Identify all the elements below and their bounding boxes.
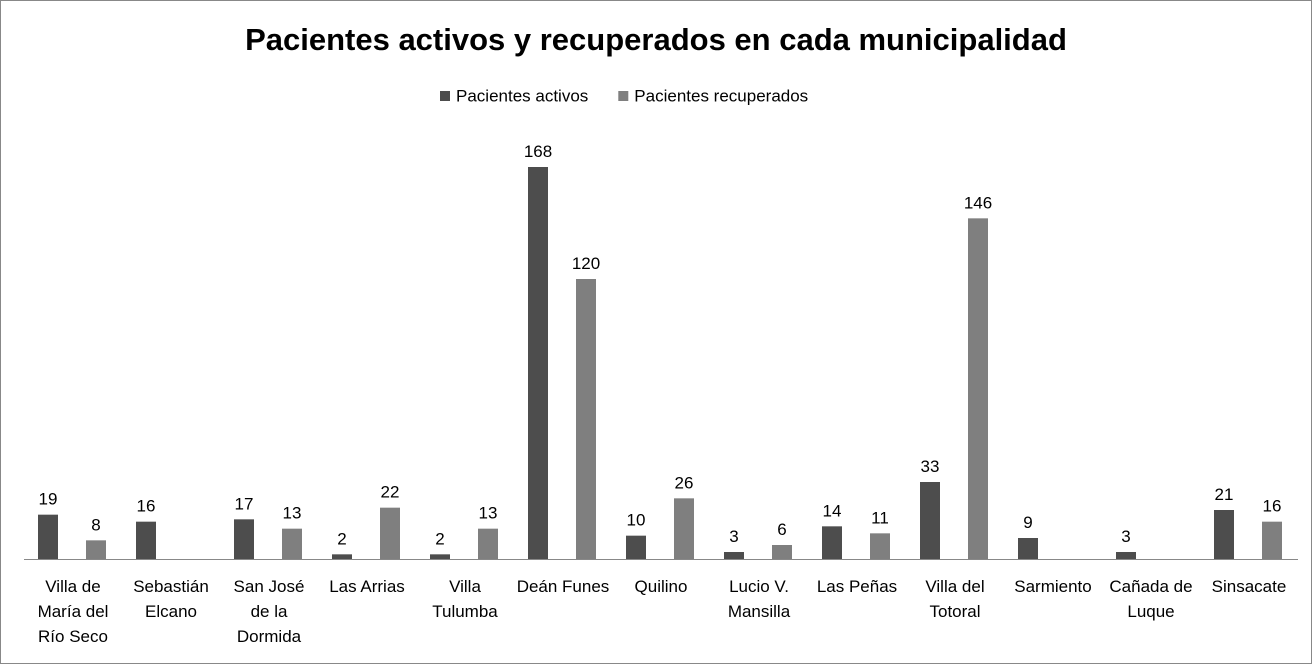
legend-swatch bbox=[440, 91, 450, 101]
data-label: 26 bbox=[675, 473, 694, 492]
bar bbox=[332, 554, 352, 559]
x-tick-label: Sinsacate bbox=[1211, 577, 1287, 596]
x-tick-label: Villa del Totoral bbox=[925, 577, 985, 621]
x-tick-label: Villa Tulumba bbox=[432, 577, 498, 621]
data-label: 11 bbox=[871, 508, 889, 527]
x-tick-label: Deán Funes bbox=[516, 577, 610, 596]
chart-title: Pacientes activos y recuperados en cada … bbox=[245, 22, 1067, 57]
data-label: 9 bbox=[1023, 513, 1032, 532]
x-tick-label: Villa de María del Río Seco bbox=[37, 577, 109, 646]
bar bbox=[1116, 552, 1136, 559]
bar bbox=[478, 528, 498, 559]
data-label: 22 bbox=[381, 483, 400, 502]
data-label: 120 bbox=[572, 254, 600, 273]
bar bbox=[870, 533, 890, 559]
bar bbox=[674, 498, 694, 559]
data-label: 14 bbox=[823, 501, 842, 520]
legend-label: Pacientes recuperados bbox=[634, 86, 808, 105]
data-label: 8 bbox=[91, 515, 100, 534]
data-label: 19 bbox=[39, 490, 58, 509]
x-tick-label: Sebastián Elcano bbox=[133, 577, 209, 621]
data-label: 2 bbox=[435, 529, 444, 548]
x-tick-label: Sarmiento bbox=[1014, 577, 1092, 596]
x-tick-label: Las Peñas bbox=[816, 577, 898, 596]
bar bbox=[380, 507, 400, 559]
bar bbox=[86, 540, 106, 559]
data-label: 13 bbox=[479, 504, 498, 523]
x-tick-label: Cañada de Luque bbox=[1109, 577, 1193, 621]
data-label: 3 bbox=[1121, 527, 1130, 546]
data-label: 16 bbox=[1263, 497, 1282, 516]
data-label: 2 bbox=[337, 529, 346, 548]
data-label: 21 bbox=[1215, 485, 1234, 504]
bar bbox=[38, 514, 58, 559]
bar bbox=[920, 482, 940, 559]
bar bbox=[430, 554, 450, 559]
data-label: 3 bbox=[729, 527, 738, 546]
bar bbox=[822, 526, 842, 559]
bar bbox=[1018, 538, 1038, 559]
bar bbox=[282, 528, 302, 559]
data-label: 6 bbox=[777, 520, 786, 539]
bar bbox=[724, 552, 744, 559]
x-tick-label: San José de la Dormida bbox=[233, 577, 305, 646]
bar bbox=[968, 218, 988, 560]
data-label: 10 bbox=[627, 511, 646, 530]
legend-swatch bbox=[618, 91, 629, 101]
bar bbox=[576, 279, 596, 559]
x-tick-label: Las Arrias bbox=[329, 577, 405, 596]
data-label: 16 bbox=[137, 497, 156, 516]
bar bbox=[528, 167, 548, 559]
data-label: 146 bbox=[964, 193, 992, 212]
x-tick-label: Lucio V. Mansilla bbox=[727, 577, 791, 621]
bar bbox=[772, 545, 792, 559]
x-tick-label: Quilino bbox=[634, 577, 688, 596]
data-label: 13 bbox=[283, 504, 302, 523]
legend-label: Pacientes activos bbox=[456, 86, 588, 105]
bar bbox=[626, 535, 646, 559]
bar bbox=[1214, 510, 1234, 559]
bar bbox=[136, 521, 156, 559]
bar bbox=[1262, 521, 1282, 559]
data-label: 33 bbox=[921, 457, 940, 476]
data-label: 17 bbox=[235, 494, 254, 513]
bar bbox=[234, 519, 254, 559]
data-label: 168 bbox=[524, 142, 552, 161]
